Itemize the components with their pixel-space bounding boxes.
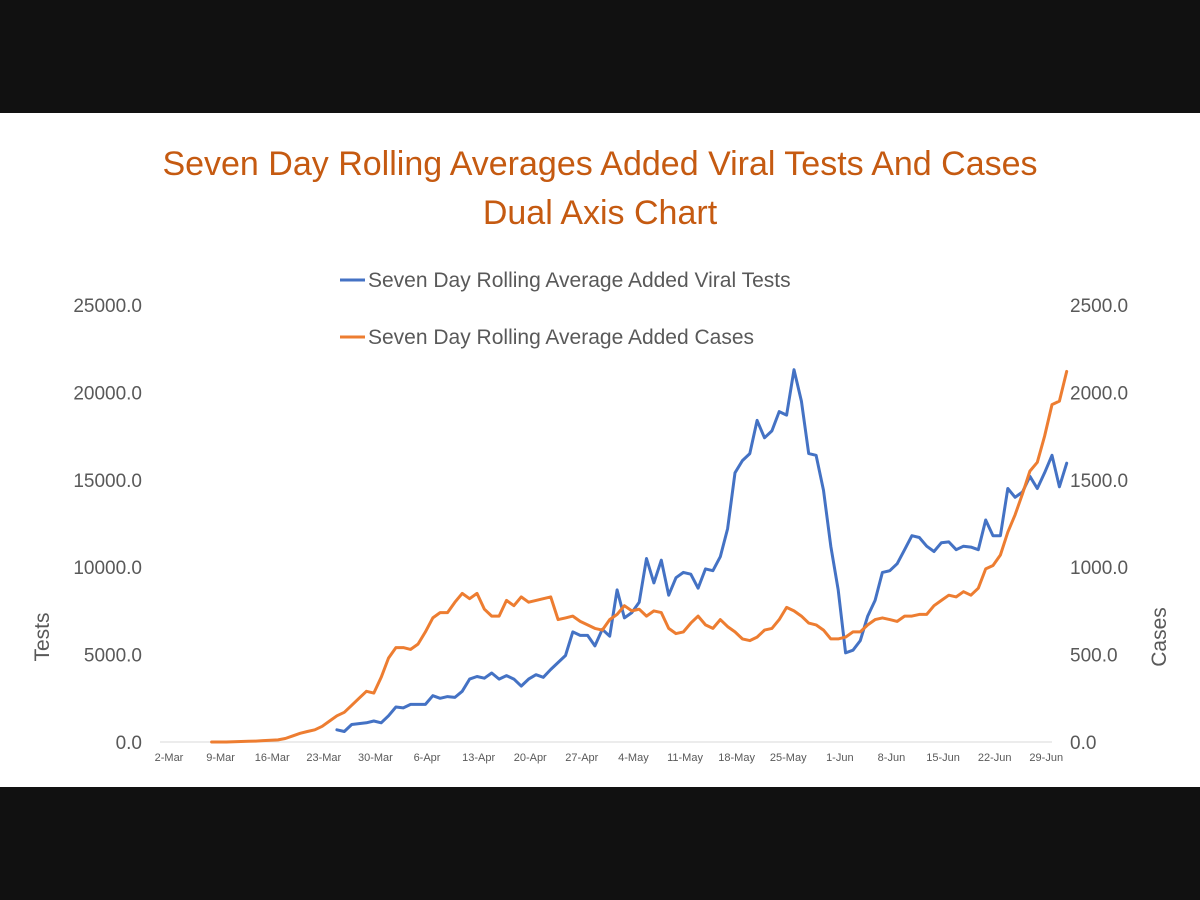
left-axis-tick-label: 0.0 [116,733,142,754]
series-line-tests [335,368,1069,733]
dual-axis-line-chart: Seven Day Rolling Averages Added Viral T… [31,145,1171,764]
chart-title-line-1: Seven Day Rolling Averages Added Viral T… [162,145,1037,183]
right-axis-tick-label: 2500.0 [1070,296,1128,317]
x-axis-tick-label: 9-Mar [206,752,235,764]
right-axis-tick-label: 500.0 [1070,646,1118,667]
left-axis-ticks: 0.0 5000.0 10000.0 15000.0 20000.0 25000.0 [73,296,142,754]
x-axis-tick-label: 11-May [667,752,703,764]
right-axis-tick-label: 1500.0 [1070,471,1128,492]
bottom-letterbox-band [0,787,1200,900]
series-line-cases [210,369,1069,744]
chart-panel: Seven Day Rolling Averages Added Viral T… [0,113,1200,787]
right-axis-tick-label: 1000.0 [1070,558,1128,579]
left-axis-tick-label: 20000.0 [73,383,142,404]
x-axis-tick-label: 18-May [718,752,755,764]
legend: Seven Day Rolling Average Added Viral Te… [340,269,791,349]
legend-label-tests: Seven Day Rolling Average Added Viral Te… [368,269,791,292]
x-axis-tick-label: 29-Jun [1029,752,1063,764]
left-axis-title: Tests [31,612,54,661]
x-axis-tick-label: 27-Apr [565,752,598,764]
legend-label-cases: Seven Day Rolling Average Added Cases [368,326,754,349]
left-axis-tick-label: 25000.0 [73,296,142,317]
x-axis-tick-label: 6-Apr [414,752,441,764]
chart-title-line-2: Dual Axis Chart [483,194,718,232]
x-axis-tick-label: 20-Apr [514,752,547,764]
x-axis-tick-label: 2-Mar [155,752,184,764]
x-axis-tick-label: 25-May [770,752,807,764]
x-axis-tick-label: 8-Jun [878,752,906,764]
x-axis-tick-label: 15-Jun [926,752,960,764]
x-axis-tick-label: 30-Mar [358,752,393,764]
x-axis-tick-label: 23-Mar [306,752,341,764]
x-axis-tick-label: 1-Jun [826,752,854,764]
x-axis-tick-label: 16-Mar [255,752,290,764]
series-layer [210,368,1069,744]
left-axis-tick-label: 10000.0 [73,558,142,579]
right-axis-title: Cases [1148,607,1171,667]
right-axis-tick-label: 0.0 [1070,733,1096,754]
right-axis-tick-label: 2000.0 [1070,383,1128,404]
right-axis-ticks: 0.0 500.0 1000.0 1500.0 2000.0 2500.0 [1070,296,1128,754]
left-axis-tick-label: 15000.0 [73,471,142,492]
x-axis-tick-label: 4-May [618,752,649,764]
x-axis-tick-label: 13-Apr [462,752,495,764]
x-axis-ticks: 2-Mar 9-Mar 16-Mar 23-Mar 30-Mar 6-Apr 13-Apr 2… [155,752,1063,764]
top-letterbox-band [0,0,1200,113]
x-axis-tick-label: 22-Jun [978,752,1012,764]
left-axis-tick-label: 5000.0 [84,646,142,667]
